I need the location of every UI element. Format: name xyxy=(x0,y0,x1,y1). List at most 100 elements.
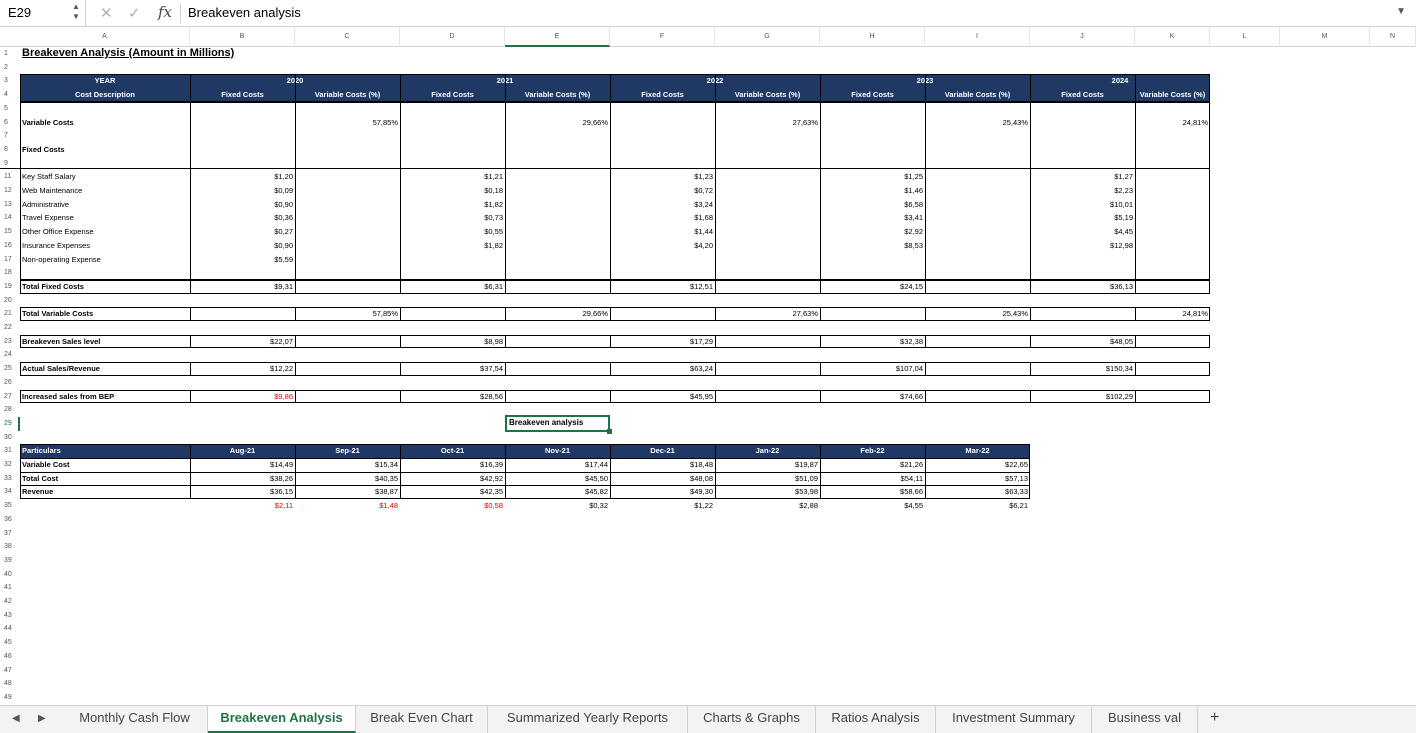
fixed-item-value[interactable]: $1,82 xyxy=(484,199,503,209)
row-header-24[interactable]: 24 xyxy=(4,351,12,359)
row-header-17[interactable]: 17 xyxy=(4,255,12,263)
monthly-difference[interactable]: $0,58 xyxy=(484,501,503,511)
monthly-value[interactable]: $36,15 xyxy=(270,487,293,497)
fixed-item-value[interactable]: $5,59 xyxy=(274,254,293,264)
fixed-item-value[interactable]: $0,27 xyxy=(274,227,293,237)
monthly-value[interactable]: $40,35 xyxy=(375,473,398,483)
breakeven-sales-value[interactable]: $17,29 xyxy=(690,336,713,346)
monthly-value[interactable]: $57,13 xyxy=(1005,473,1028,483)
variable-pct-2022[interactable]: 27,63% xyxy=(792,117,818,127)
fixed-item-value[interactable]: $0,18 xyxy=(484,186,503,195)
row-header-3[interactable]: 3 xyxy=(4,77,8,85)
fixed-item-value[interactable]: $1,27 xyxy=(1114,172,1133,182)
monthly-value[interactable]: $15,34 xyxy=(375,460,398,469)
variable-pct-2020[interactable]: 57,85% xyxy=(372,117,398,127)
total-variable-costs-value[interactable]: 29,66% xyxy=(582,309,608,319)
column-header-J[interactable]: J xyxy=(1030,27,1135,47)
variable-pct-2024[interactable]: 24,81% xyxy=(1182,117,1208,127)
column-header-M[interactable]: M xyxy=(1280,27,1370,47)
row-header-8[interactable]: 8 xyxy=(4,145,8,153)
row-header-22[interactable]: 22 xyxy=(4,324,12,331)
monthly-difference[interactable]: $1,48 xyxy=(379,501,398,511)
row-header-43[interactable]: 43 xyxy=(4,611,12,619)
add-sheet-button[interactable]: + xyxy=(1210,709,1220,726)
column-header-A[interactable]: A xyxy=(20,27,190,47)
breakeven-sales-value[interactable]: $8,98 xyxy=(484,336,503,346)
fixed-item-value[interactable]: $2,23 xyxy=(1114,186,1133,195)
monthly-value[interactable]: $42,35 xyxy=(480,487,503,497)
fixed-item-value[interactable]: $4,20 xyxy=(694,240,713,250)
row-header-48[interactable]: 48 xyxy=(4,680,12,688)
row-header-9[interactable]: 9 xyxy=(4,159,8,167)
confirm-icon[interactable]: ✓ xyxy=(128,5,141,22)
increased-sales-value[interactable]: $45,95 xyxy=(690,391,713,401)
row-header-33[interactable]: 33 xyxy=(4,474,12,482)
sheet-tab-break-even-chart[interactable]: Break Even Chart xyxy=(356,706,488,733)
actual-sales-value[interactable]: $12,22 xyxy=(270,364,293,374)
actual-sales-value[interactable]: $37,54 xyxy=(480,364,503,374)
monthly-value[interactable]: $17,44 xyxy=(585,460,608,469)
row-header-12[interactable]: 12 xyxy=(4,187,12,194)
fixed-item-value[interactable]: $3,24 xyxy=(694,199,713,209)
row-header-29[interactable]: 29 xyxy=(0,416,20,431)
monthly-value[interactable]: $48,08 xyxy=(690,473,713,483)
column-header-D[interactable]: D xyxy=(400,27,505,47)
sheet-tab-ratios-analysis[interactable]: Ratios Analysis xyxy=(816,706,936,733)
row-header-15[interactable]: 15 xyxy=(4,228,12,236)
total-fixed-costs-value[interactable]: $9,31 xyxy=(274,281,293,291)
row-header-31[interactable]: 31 xyxy=(4,447,12,455)
row-header-23[interactable]: 23 xyxy=(4,337,12,345)
monthly-value[interactable]: $53,98 xyxy=(795,487,818,497)
row-header-21[interactable]: 21 xyxy=(4,310,12,318)
monthly-value[interactable]: $19,87 xyxy=(795,460,818,469)
row-header-41[interactable]: 41 xyxy=(4,584,12,592)
variable-pct-2021[interactable]: 29,66% xyxy=(582,117,608,127)
row-header-20[interactable]: 20 xyxy=(4,296,12,304)
column-header-G[interactable]: G xyxy=(715,27,820,47)
monthly-value[interactable]: $16,39 xyxy=(480,460,503,469)
name-box-stepper-icon[interactable]: ▲ ▼ xyxy=(72,2,80,21)
sheet-tab-monthly-cash-flow[interactable]: Monthly Cash Flow xyxy=(62,706,208,733)
total-variable-costs-value[interactable]: 57,85% xyxy=(372,309,398,319)
fixed-item-value[interactable]: $1,25 xyxy=(904,172,923,182)
selected-cell-e29[interactable]: Breakeven analysis xyxy=(505,414,610,432)
row-header-45[interactable]: 45 xyxy=(4,639,12,647)
breakeven-sales-value[interactable]: $32,38 xyxy=(900,336,923,346)
fixed-item-value[interactable]: $12,98 xyxy=(1110,240,1133,250)
column-header-E[interactable]: E xyxy=(505,27,610,47)
fixed-item-value[interactable]: $0,90 xyxy=(274,240,293,250)
monthly-difference[interactable]: $0,32 xyxy=(589,501,608,511)
total-variable-costs-value[interactable]: 25,43% xyxy=(1002,309,1028,319)
monthly-difference[interactable]: $1,22 xyxy=(694,501,713,511)
total-variable-costs-value[interactable]: 27,63% xyxy=(792,309,818,319)
row-header-18[interactable]: 18 xyxy=(4,269,12,277)
row-header-1[interactable]: 1 xyxy=(4,50,8,57)
sheet-tab-breakeven-analysis[interactable]: Breakeven Analysis xyxy=(208,706,356,733)
increased-sales-value[interactable]: $28,56 xyxy=(480,391,503,401)
row-header-26[interactable]: 26 xyxy=(4,378,12,386)
row-header-40[interactable]: 40 xyxy=(4,570,12,578)
formula-input[interactable]: Breakeven analysis xyxy=(188,5,301,20)
sheet-tab-summarized-yearly-reports[interactable]: Summarized Yearly Reports xyxy=(488,706,688,733)
row-header-2[interactable]: 2 xyxy=(4,63,8,71)
name-box[interactable]: E29 ▲ ▼ xyxy=(0,0,86,26)
row-header-28[interactable]: 28 xyxy=(4,406,12,414)
column-header-N[interactable]: N xyxy=(1370,27,1416,47)
row-header-47[interactable]: 47 xyxy=(4,666,12,674)
row-header-46[interactable]: 46 xyxy=(4,652,12,660)
increased-sales-value[interactable]: $9,86 xyxy=(274,391,293,401)
column-header-L[interactable]: L xyxy=(1210,27,1280,47)
sheet-tab-charts-graphs[interactable]: Charts & Graphs xyxy=(688,706,816,733)
fixed-item-value[interactable]: $1,21 xyxy=(484,172,503,182)
monthly-value[interactable]: $54,11 xyxy=(900,473,923,483)
row-header-11[interactable]: 11 xyxy=(4,173,12,181)
actual-sales-value[interactable]: $63,24 xyxy=(690,364,713,374)
row-header-19[interactable]: 19 xyxy=(4,282,12,290)
fixed-item-value[interactable]: $1,68 xyxy=(694,213,713,223)
column-header-K[interactable]: K xyxy=(1135,27,1210,47)
fixed-item-value[interactable]: $5,19 xyxy=(1114,213,1133,223)
monthly-difference[interactable]: $4,55 xyxy=(904,501,923,511)
monthly-value[interactable]: $42,92 xyxy=(480,473,503,483)
total-fixed-costs-value[interactable]: $36,13 xyxy=(1110,281,1133,291)
increased-sales-value[interactable]: $102,29 xyxy=(1105,391,1133,401)
